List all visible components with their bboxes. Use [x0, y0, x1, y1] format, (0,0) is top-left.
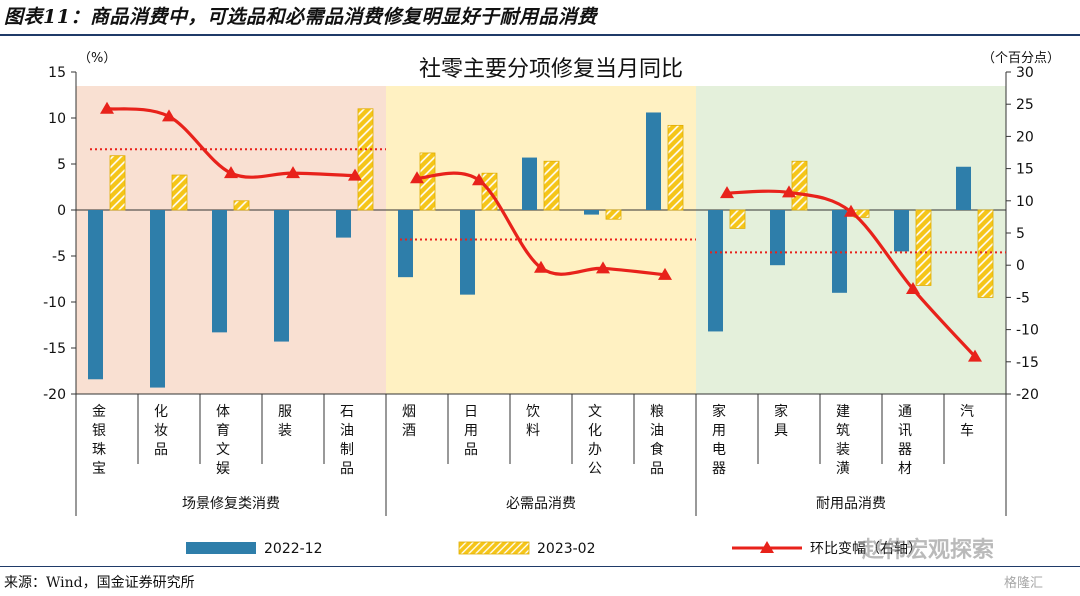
left-tick-label: -10	[43, 295, 66, 311]
category-label-10: 粮油食品	[650, 404, 664, 477]
category-label-13: 建筑装潢	[836, 404, 850, 477]
line-marker-10	[658, 267, 672, 280]
category-label-4: 服装	[278, 404, 292, 439]
bar-2023-02-12	[791, 160, 808, 211]
bar-2022-12-10	[646, 112, 661, 210]
right-tick-label: -5	[1016, 290, 1030, 306]
line-marker-12	[782, 185, 796, 198]
source-rule	[0, 566, 1080, 567]
bar-2023-02-8	[543, 160, 560, 211]
line-marker-13	[844, 204, 858, 217]
right-tick-label: -20	[1016, 387, 1039, 403]
line-marker-8	[534, 260, 548, 273]
category-label-6: 烟酒	[402, 404, 416, 439]
legend-label-2022-12: 2022-12	[264, 541, 323, 557]
line-marker-15	[968, 349, 982, 362]
category-label-14: 通讯器材	[898, 404, 912, 477]
bar-2022-12-2	[150, 210, 165, 388]
line-marker-4	[286, 166, 300, 179]
legend-label-2023-02: 2023-02	[537, 541, 596, 557]
title-rule	[0, 34, 1080, 36]
bar-2022-12-4	[274, 210, 289, 342]
left-tick-label: -15	[43, 341, 66, 357]
category-label-2: 化妆品	[154, 404, 168, 458]
left-tick-label: 0	[57, 203, 66, 219]
source-note: 来源：Wind，国金证券研究所	[4, 575, 195, 591]
group-label-1: 场景修复类消费	[182, 495, 280, 512]
line-marker-6	[410, 171, 424, 184]
bar-2022-12-11	[708, 210, 723, 332]
right-tick-label: 15	[1016, 162, 1034, 178]
right-tick-label: 25	[1016, 97, 1034, 113]
line-marker-9	[596, 261, 610, 274]
line-marker-11	[720, 186, 734, 199]
legend-swatch-2022-12	[186, 542, 256, 554]
bar-2022-12-14	[894, 210, 909, 252]
line-marker-7	[472, 173, 486, 186]
left-tick-label: 5	[57, 157, 66, 173]
left-axis-unit: （%）	[78, 51, 116, 66]
bar-2022-12-3	[212, 210, 227, 333]
legend-label-mom: 环比变幅（右轴）	[810, 541, 922, 557]
right-tick-label: 0	[1016, 258, 1025, 274]
right-tick-label: 20	[1016, 129, 1034, 145]
category-label-5: 石油制品	[340, 404, 354, 477]
right-axis-unit: （个百分点）	[982, 51, 1060, 66]
watermark: 赵伟宏观探索	[862, 538, 995, 563]
bar-2023-02-9	[605, 209, 622, 220]
line-marker-14	[906, 282, 920, 295]
legend-swatch-marker	[760, 541, 774, 553]
bar-2023-02-14	[915, 209, 932, 286]
category-label-11: 家用电器	[712, 403, 726, 477]
left-tick-label: 10	[48, 111, 66, 127]
group-label-3: 耐用品消费	[816, 496, 886, 512]
line-marker-3	[224, 166, 238, 179]
bar-2022-12-12	[770, 210, 785, 266]
category-label-8: 饮料	[526, 404, 540, 439]
category-label-3: 体育文娱	[216, 404, 230, 477]
right-tick-label: -10	[1016, 323, 1039, 339]
bar-2022-12-15	[956, 166, 971, 210]
chart-title: 社零主要分项修复当月同比	[419, 57, 683, 82]
group-background-3	[696, 86, 1006, 394]
bar-2022-12-13	[832, 210, 847, 293]
bar-2022-12-1	[88, 210, 103, 380]
left-tick-label: -5	[52, 249, 66, 265]
right-tick-label: 30	[1016, 65, 1034, 81]
category-label-9: 文化办公	[588, 404, 602, 477]
category-label-12: 家具	[774, 403, 788, 439]
legend-swatch-2023-02	[458, 541, 530, 555]
bar-line-chart: 社零主要分项修复当月同比 （%） （个百分点） 15 10 5 0 -5 -10 -15 -20 30…	[43, 51, 1060, 557]
watermark-logo: 格隆汇	[1004, 576, 1044, 591]
group-background-1	[76, 86, 386, 394]
left-tick-label: 15	[48, 65, 66, 81]
category-label-7: 日用品	[464, 404, 478, 458]
line-marker-2	[162, 109, 176, 122]
group-label-2: 必需品消费	[506, 496, 576, 512]
right-tick-label: 10	[1016, 194, 1034, 210]
bar-2023-02-5	[357, 108, 374, 211]
bar-2022-12-9	[584, 210, 599, 215]
bar-2023-02-1	[109, 155, 126, 211]
bar-2023-02-10	[667, 124, 684, 211]
right-tick-label: -15	[1016, 355, 1039, 371]
bar-2023-02-11	[729, 209, 746, 229]
category-label-15: 汽车	[960, 404, 974, 439]
bar-2022-12-5	[336, 210, 351, 238]
bar-2023-02-3	[233, 200, 250, 211]
bar-2023-02-15	[977, 209, 994, 298]
left-tick-label: -20	[43, 387, 66, 403]
figure-title: 图表11：商品消费中，可选品和必需品消费修复明显好于耐用品消费	[4, 6, 597, 28]
bar-2022-12-7	[460, 210, 475, 295]
line-marker-5	[348, 168, 362, 181]
right-tick-label: 5	[1016, 226, 1025, 242]
bar-2023-02-2	[171, 174, 188, 211]
bar-2022-12-8	[522, 157, 537, 210]
category-label-1: 金银珠宝	[92, 404, 106, 477]
line-segment-2	[416, 171, 666, 277]
bar-2022-12-6	[398, 210, 413, 278]
line-marker-1	[100, 101, 114, 114]
